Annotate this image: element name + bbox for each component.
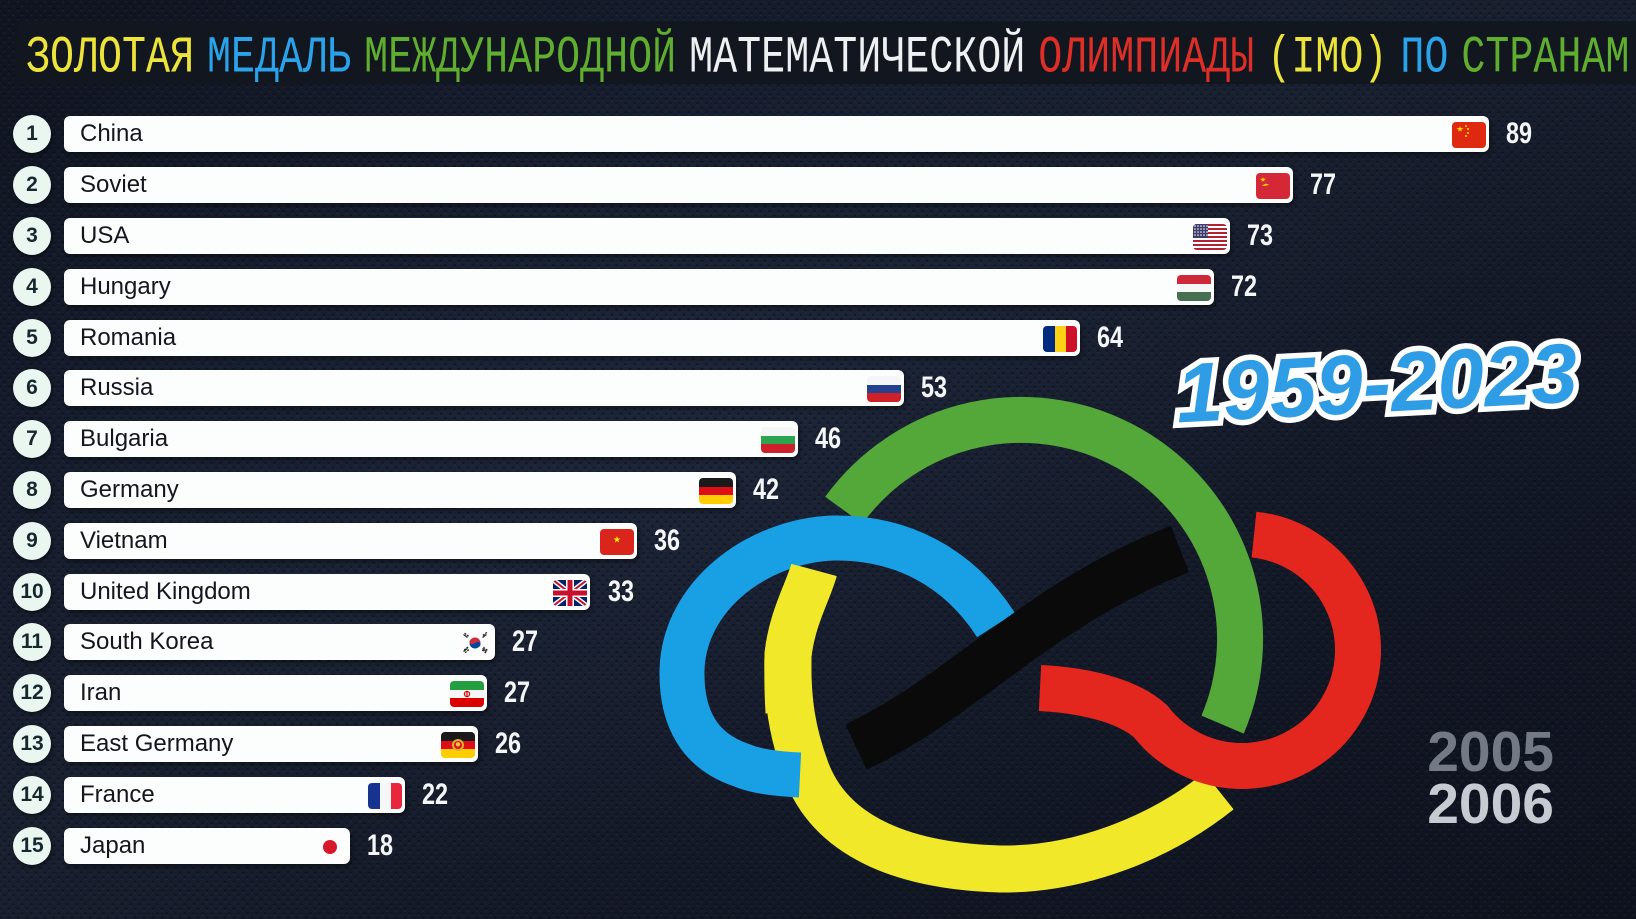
svg-text:1959-2023: 1959-2023 — [1174, 330, 1580, 440]
